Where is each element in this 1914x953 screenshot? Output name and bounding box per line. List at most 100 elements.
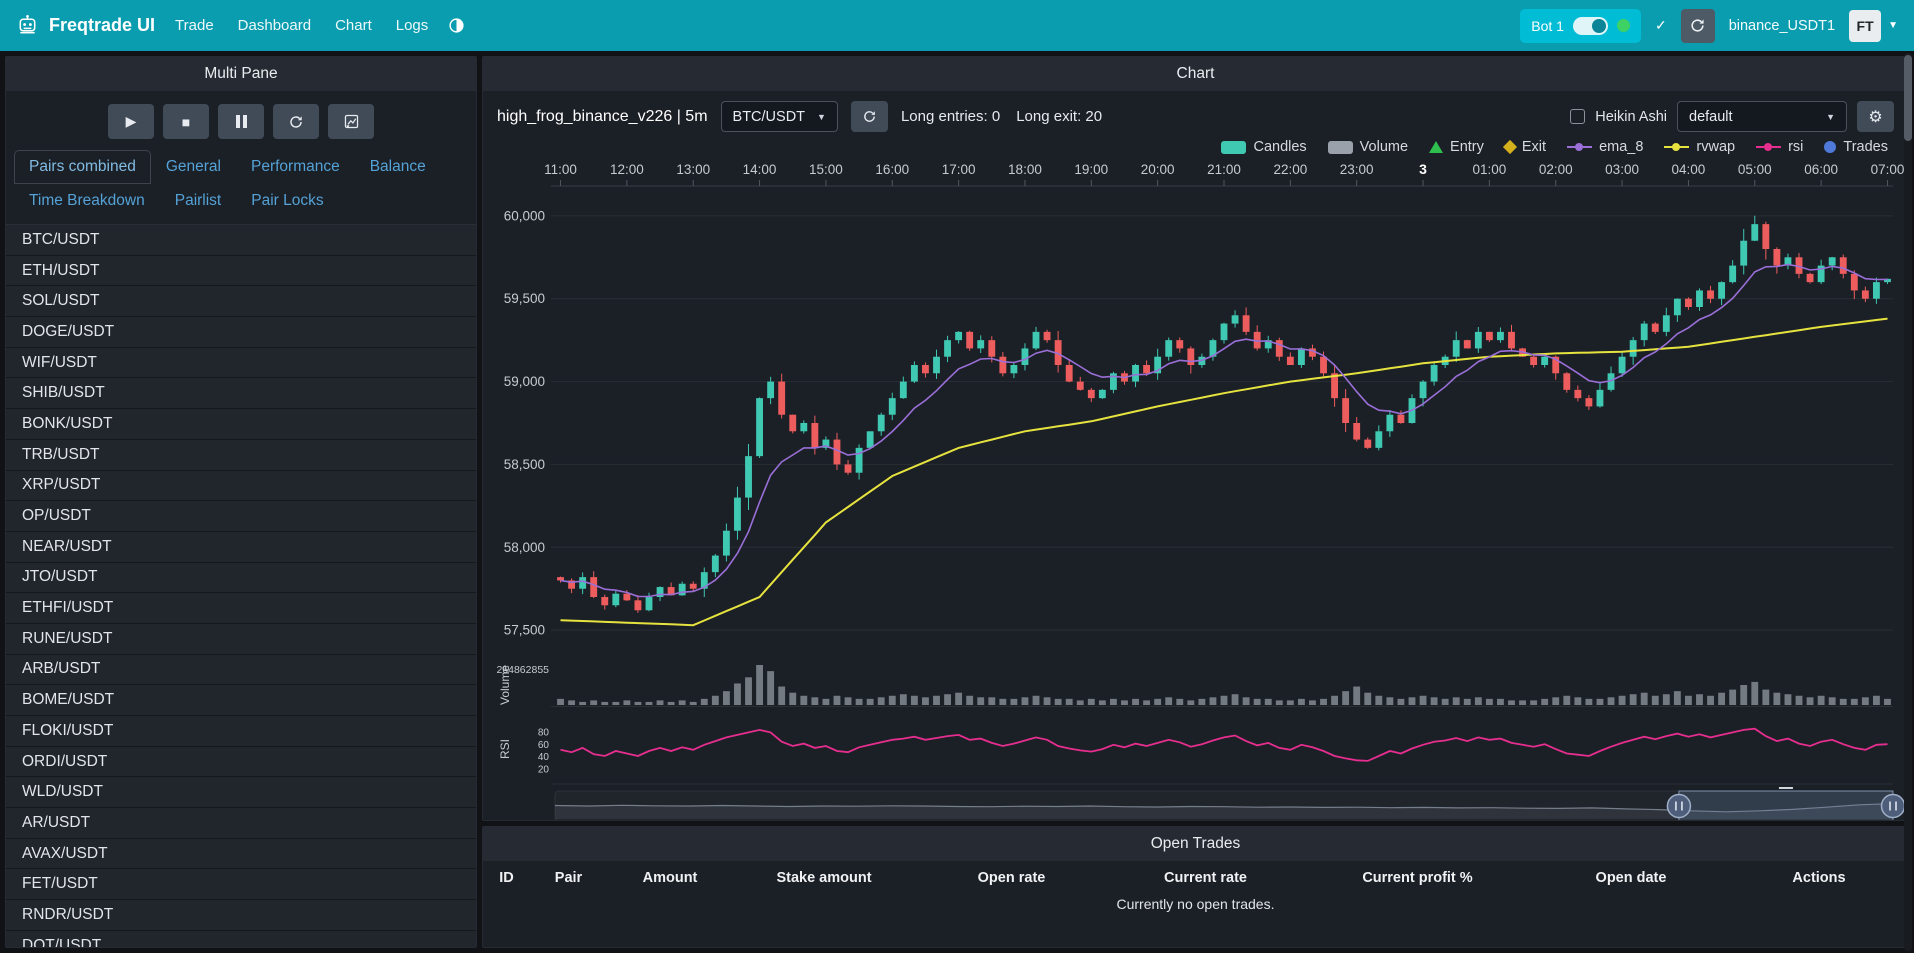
svg-text:80: 80 — [538, 727, 550, 738]
col-amount: Amount — [642, 870, 698, 886]
nav-item-trade[interactable]: Trade — [175, 17, 214, 34]
pair-list-item-jto-usdt[interactable]: JTO/USDT — [6, 562, 476, 594]
refresh-button[interactable] — [273, 104, 319, 139]
pair-list-item-ordi-usdt[interactable]: ORDI/USDT — [6, 746, 476, 778]
clear-chart-button[interactable] — [328, 104, 374, 139]
pair-list-item-trb-usdt[interactable]: TRB/USDT — [6, 439, 476, 471]
tab-pairlist[interactable]: Pairlist — [174, 192, 222, 209]
pair-list-item-bome-usdt[interactable]: BOME/USDT — [6, 685, 476, 716]
reload-button[interactable] — [1680, 8, 1715, 43]
pair-list-item-bonk-usdt[interactable]: BONK/USDT — [6, 409, 476, 440]
pair-list-item-fet-usdt[interactable]: FET/USDT — [6, 869, 476, 901]
legend-item-exit[interactable]: Exit — [1502, 139, 1547, 155]
pair-list-item-btc-usdt[interactable]: BTC/USDT — [6, 225, 476, 256]
chart-area[interactable]: 60,000 59,500 59,000 58,500 58,000 57,500 11:0… — [483, 155, 1908, 821]
nav-item-dashboard[interactable]: Dashboard — [237, 17, 312, 34]
pair-list-item-dot-usdt[interactable]: DOT/USDT — [6, 930, 476, 947]
navbar-right: Bot 1 ✓ binance_USDT1 FT ▼ — [1520, 8, 1898, 43]
pair-list-item-shib-usdt[interactable]: SHIB/USDT — [6, 378, 476, 410]
nav-item-logs[interactable]: Logs — [395, 17, 429, 34]
price-grid: 60,000 59,500 59,000 58,500 58,000 57,500 — [504, 208, 1893, 638]
navigator-left-handle[interactable] — [1666, 793, 1692, 819]
brand[interactable]: Freqtrade UI — [16, 14, 155, 37]
ema-8-marker — [1567, 141, 1593, 154]
svg-text:264862855: 264862855 — [496, 664, 549, 676]
pair-list-item-near-usdt[interactable]: NEAR/USDT — [6, 531, 476, 563]
svg-text:40: 40 — [538, 752, 550, 763]
svg-text:3: 3 — [1419, 161, 1427, 177]
col-open-rate: Open rate — [977, 870, 1046, 886]
pair-select[interactable]: BTC/USDT ▼ — [720, 101, 838, 132]
pause-button[interactable] — [218, 104, 264, 139]
stop-button[interactable]: ■ — [163, 104, 209, 139]
long-entries-label: Long entries: 0 — [900, 108, 1001, 125]
bot-selector[interactable]: Bot 1 — [1520, 8, 1641, 43]
bot-name: Bot 1 — [1531, 17, 1564, 34]
pair-list-item-sol-usdt[interactable]: SOL/USDT — [6, 286, 476, 318]
multi-pane-panel: Multi Pane ▶ ■ Pairs combined General Perf… — [5, 56, 477, 948]
legend-item-entry[interactable]: Entry — [1429, 139, 1484, 155]
chart-refresh-button[interactable] — [850, 101, 888, 132]
tab-pair-locks[interactable]: Pair Locks — [251, 192, 324, 209]
plot-settings-button[interactable]: ⚙ — [1857, 101, 1894, 132]
navigator[interactable] — [554, 787, 1906, 821]
refresh-controls: ▶ ■ — [6, 91, 476, 150]
navigator-right-handle[interactable] — [1880, 793, 1906, 819]
navigator-window[interactable] — [1678, 790, 1894, 821]
pair-list-item-ethfi-usdt[interactable]: ETHFI/USDT — [6, 593, 476, 624]
signal-counts: Long entries: 0 Long exit: 20 — [901, 108, 1102, 125]
page-scrollbar-thumb[interactable] — [1904, 55, 1912, 141]
pair-list-item-rndr-usdt[interactable]: RNDR/USDT — [6, 900, 476, 931]
avatar: FT — [1849, 9, 1882, 42]
legend-item-candles[interactable]: Candles — [1221, 139, 1307, 155]
pair-list: BTC/USDT ETH/USDT SOL/USDT DOGE/USDT WIF/USD… — [6, 224, 476, 947]
user-menu[interactable]: FT ▼ — [1849, 9, 1898, 42]
chart-panel-header: Chart — [483, 57, 1908, 91]
nav-item-chart[interactable]: Chart — [335, 17, 372, 34]
bot-toggle[interactable] — [1572, 16, 1608, 35]
pair-list-item-wld-usdt[interactable]: WLD/USDT — [6, 777, 476, 809]
col-pair: Pair — [554, 870, 583, 886]
multi-pane-tabs: Pairs combined General Performance Balance T… — [6, 150, 476, 224]
svg-text:19:00: 19:00 — [1074, 162, 1108, 177]
pair-list-item-ar-usdt[interactable]: AR/USDT — [6, 808, 476, 839]
tab-balance[interactable]: Balance — [369, 158, 426, 175]
rvwap-marker — [1664, 141, 1690, 154]
svg-text:59,500: 59,500 — [504, 291, 545, 306]
svg-text:59,000: 59,000 — [504, 374, 545, 389]
theme-toggle-icon[interactable] — [448, 17, 465, 34]
col-open-date: Open date — [1595, 870, 1667, 886]
long-exit-label: Long exit: 20 — [1016, 108, 1103, 125]
legend-item-ema-8[interactable]: ema_8 — [1567, 139, 1643, 155]
legend-item-rvwap[interactable]: rvwap — [1664, 139, 1735, 155]
tab-pairs-combined[interactable]: Pairs combined — [14, 150, 151, 184]
pair-list-item-wif-usdt[interactable]: WIF/USDT — [6, 347, 476, 379]
plot-config-select[interactable]: default ▼ — [1677, 101, 1847, 132]
legend-item-rsi[interactable]: rsi — [1756, 139, 1803, 155]
legend-label: Exit — [1521, 139, 1547, 155]
svg-text:17:00: 17:00 — [942, 162, 976, 177]
strategy-label: high_frog_binance_v226 | 5m — [497, 107, 708, 125]
svg-text:04:00: 04:00 — [1672, 162, 1706, 177]
legend-item-volume[interactable]: Volume — [1327, 139, 1408, 155]
pair-list-item-rune-usdt[interactable]: RUNE/USDT — [6, 623, 476, 655]
chevron-down-icon: ▼ — [1888, 20, 1898, 31]
pair-list-item-eth-usdt[interactable]: ETH/USDT — [6, 255, 476, 287]
tab-performance[interactable]: Performance — [250, 158, 340, 175]
pair-list-item-floki-usdt[interactable]: FLOKI/USDT — [6, 716, 476, 747]
pair-list-item-arb-usdt[interactable]: ARB/USDT — [6, 654, 476, 686]
svg-text:58,500: 58,500 — [504, 457, 545, 472]
pair-list-item-op-usdt[interactable]: OP/USDT — [6, 501, 476, 532]
play-button[interactable]: ▶ — [108, 104, 154, 139]
pair-list-item-xrp-usdt[interactable]: XRP/USDT — [6, 470, 476, 502]
heikin-ashi-checkbox[interactable] — [1570, 109, 1586, 124]
tab-time-breakdown[interactable]: Time Breakdown — [29, 192, 145, 209]
pair-list-item-doge-usdt[interactable]: DOGE/USDT — [6, 317, 476, 348]
pair-list-item-avax-usdt[interactable]: AVAX/USDT — [6, 838, 476, 870]
svg-text:11:00: 11:00 — [544, 162, 577, 177]
price-chart[interactable]: 60,000 59,500 59,000 58,500 58,000 57,500 11:0… — [493, 157, 1906, 821]
tab-general[interactable]: General — [165, 158, 221, 175]
legend-item-trades[interactable]: Trades — [1824, 139, 1888, 155]
